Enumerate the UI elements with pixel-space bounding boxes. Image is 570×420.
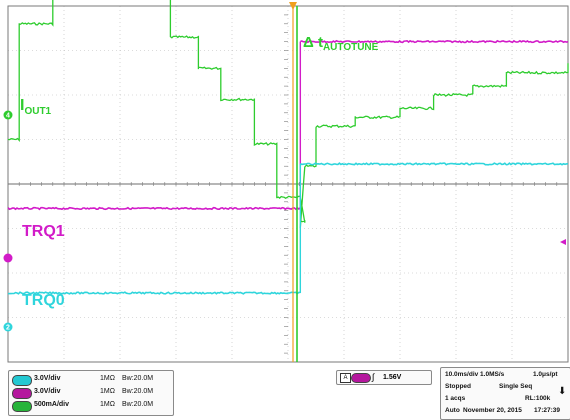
status-bar: 3.0V/div 1MΩ Bw:20.0M 3.0V/div 1MΩ Bw:20… [0,366,570,420]
trq0-trace-high [299,162,569,166]
waveform-canvas: Δ tAUTOTUNE IOUT1 TRQ1 TRQ0 4 2 [0,0,570,366]
ch2-ground-marker[interactable]: 2 [3,322,13,332]
trq0-trace-low [7,291,301,295]
ch2-marker-text: 2 [6,325,10,332]
channel-settings-panel[interactable]: 3.0V/div 1MΩ Bw:20.0M 3.0V/div 1MΩ Bw:20… [8,370,174,416]
trq1-label: TRQ1 [22,223,65,240]
channel-bandwidth: Bw:20.0M [122,401,154,408]
trigger-settings-panel[interactable]: A ∫ 1.56V [336,370,432,385]
timebase: 10.0ms/div 1.0MS/s [445,371,505,378]
ch4-ground-marker[interactable]: 4 [3,110,13,120]
trq0-label: TRQ0 [22,292,65,309]
channel-row[interactable]: 3.0V/div 1MΩ Bw:20.0M [12,387,172,399]
iout1-trace-before [7,0,306,223]
resolution: 1.0μs/pt [533,371,558,378]
trigger-level: 1.56V [383,374,402,381]
iout1-label-main: I [20,97,24,114]
trigger-mode: Auto [445,407,460,414]
delta-label-main: Δ t [303,34,323,51]
channel-row[interactable]: 500mA/div 1MΩ Bw:20.0M [12,400,172,412]
date: November 20, 2015 [463,407,522,414]
trq1-trace-low [7,206,301,211]
delta-label-sub: AUTOTUNE [323,42,379,53]
screen-background [0,0,570,366]
channel-scale: 500mA/div [34,401,70,408]
acq-count: 1 acqs [445,395,466,402]
oscilloscope-display: Δ tAUTOTUNE IOUT1 TRQ1 TRQ0 4 2 [0,0,570,366]
channel-badge [12,388,32,399]
iout1-label-sub: OUT1 [24,106,51,117]
ch4-marker-text: 4 [6,113,10,120]
iout1-trace-after [299,63,569,229]
channel-row[interactable]: 3.0V/div 1MΩ Bw:20.0M [12,374,172,386]
graticule [7,5,569,363]
time: 17:27:39 [534,407,561,414]
record-length: RL:100k [525,395,551,402]
acq-mode: Single Seq [499,383,533,390]
trigger-position-marker[interactable] [289,2,297,10]
channel-bandwidth: Bw:20.0M [122,375,154,382]
channel-badge [12,401,32,412]
trigger-source-label: A [340,373,351,383]
ch1-ground-marker[interactable] [3,253,13,263]
channel-impedance: 1MΩ [100,388,115,395]
acquisition-panel[interactable]: 10.0ms/div 1.0MS/s 1.0μs/pt Stopped Sing… [440,367,570,420]
ch1-offscreen-arrow [560,239,566,245]
channel-impedance: 1MΩ [100,375,115,382]
acq-state: Stopped [445,383,471,390]
svg-text:Δ tAUTOTUNE: Δ tAUTOTUNE [303,34,379,53]
channel-bandwidth: Bw:20.0M [122,388,154,395]
trigger-slope-icon: ∫ [372,372,375,382]
channel-impedance: 1MΩ [100,401,115,408]
channel-scale: 3.0V/div [34,388,61,395]
trigger-channel-badge [351,373,371,383]
channel-scale: 3.0V/div [34,375,61,382]
svg-text:IOUT1: IOUT1 [20,97,52,117]
trq1-trace-high [300,39,569,44]
channel-badge [12,375,32,386]
down-arrow-icon: ⬇ [558,386,567,397]
waveform-traces [7,0,569,295]
